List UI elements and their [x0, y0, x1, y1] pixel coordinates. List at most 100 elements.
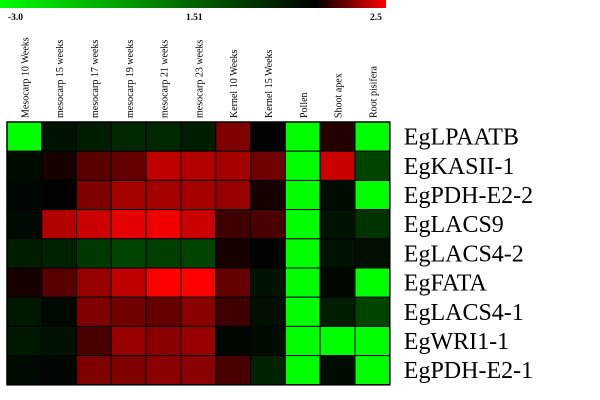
heatmap-cell: [145, 267, 182, 298]
row-label: EgLACS9: [404, 212, 504, 238]
row-labels: EgLPAATB EgKASII-1 EgPDH-E2-2 EgLACS9 EgLACS…: [404, 125, 533, 385]
heatmap-cell: [215, 296, 252, 327]
column-label: Kernel 15 Weeks: [264, 49, 275, 118]
heatmap-cell: [110, 238, 147, 269]
heatmap-cell: [215, 325, 252, 357]
heatmap-cell: [6, 267, 43, 298]
heatmap-cell: [319, 121, 356, 152]
row-label: EgPDH-E2-2: [404, 183, 533, 209]
heatmap-cell: [76, 355, 112, 386]
heatmap-cell: [319, 238, 356, 269]
heatmap-cell: [6, 355, 43, 386]
heatmap-cell: [41, 267, 78, 298]
heatmap-cell: [76, 238, 112, 269]
heatmap-cell: [76, 267, 112, 298]
heatmap-cell: [319, 209, 356, 240]
column-label: mesocarp 19 weeks: [125, 40, 136, 118]
heatmap-cell: [215, 267, 252, 298]
heatmap-cell: [354, 355, 391, 386]
heatmap-cell: [250, 179, 286, 211]
column-labels: Mesocarp 10 Weeks mesocarp 15 weeks mesoca…: [20, 37, 379, 118]
heatmap-cell: [76, 296, 112, 327]
heatmap-cell: [41, 296, 78, 327]
heatmap-cell: [76, 209, 112, 240]
heatmap-cell: [41, 150, 78, 181]
heatmap-cell: [354, 121, 391, 152]
row-label: EgWRI1-1: [404, 329, 509, 355]
colorbar-max-label: 2.5: [370, 13, 382, 23]
heatmap-cell: [76, 121, 112, 152]
heatmap-cell: [180, 179, 217, 211]
heatmap-cell: [110, 150, 147, 181]
heatmap-cell: [41, 179, 78, 211]
heatmap-cell: [215, 150, 252, 181]
heatmap-cell: [41, 238, 78, 269]
heatmap-cell: [110, 209, 147, 240]
heatmap-cell: [180, 267, 217, 298]
heatmap-cell: [145, 296, 182, 327]
heatmap-cell: [250, 121, 286, 152]
heatmap-cell: [41, 325, 78, 357]
heatmap-cell: [250, 296, 286, 327]
heatmap-cell: [284, 267, 321, 298]
column-label: mesocarp 15 weeks: [55, 40, 66, 118]
heatmap-cells: [6, 121, 391, 386]
heatmap-cell: [284, 150, 321, 181]
column-label: Mesocarp 10 Weeks: [20, 37, 31, 118]
heatmap-cell: [6, 121, 43, 152]
heatmap-cell: [319, 150, 356, 181]
heatmap-cell: [110, 179, 147, 211]
heatmap-cell: [76, 179, 112, 211]
heatmap-cell: [145, 325, 182, 357]
heatmap-cell: [319, 355, 356, 386]
heatmap-cell: [284, 238, 321, 269]
heatmap-cell: [354, 267, 391, 298]
heatmap-cell: [180, 355, 217, 386]
heatmap-cell: [215, 179, 252, 211]
heatmap-cell: [180, 121, 217, 152]
column-label: Root pisifera: [368, 66, 379, 118]
heatmap-cell: [180, 325, 217, 357]
heatmap-cell: [284, 121, 321, 152]
heatmap-cell: [215, 209, 252, 240]
heatmap-cell: [76, 325, 112, 357]
heatmap-cell: [354, 209, 391, 240]
heatmap-cell: [180, 238, 217, 269]
heatmap-cell: [41, 209, 78, 240]
heatmap-cell: [215, 238, 252, 269]
heatmap-cell: [6, 179, 43, 211]
row-label: EgKASII-1: [404, 154, 515, 180]
row-label: EgFATA: [404, 271, 488, 297]
column-label: mesocarp 21 weeks: [160, 40, 171, 118]
colorbar-min-label: -3.0: [8, 13, 23, 23]
heatmap-cell: [250, 267, 286, 298]
heatmap-cell: [110, 121, 147, 152]
heatmap-cell: [6, 296, 43, 327]
heatmap-cell: [354, 150, 391, 181]
heatmap-cell: [284, 325, 321, 357]
heatmap-cell: [110, 296, 147, 327]
heatmap-cell: [180, 209, 217, 240]
heatmap-cell: [250, 238, 286, 269]
heatmap-cell: [41, 121, 78, 152]
heatmap-cell: [6, 325, 43, 357]
colorbar: [0, 0, 386, 8]
heatmap-cell: [319, 267, 356, 298]
heatmap-cell: [145, 121, 182, 152]
heatmap-cell: [6, 150, 43, 181]
column-label: Pollen: [299, 92, 310, 118]
heatmap-cell: [319, 325, 356, 357]
heatmap-cell: [145, 209, 182, 240]
heatmap-cell: [284, 355, 321, 386]
column-label: Kernel 10 Weeks: [229, 49, 240, 118]
heatmap-cell: [354, 296, 391, 327]
heatmap-cell: [354, 325, 391, 357]
heatmap-cell: [110, 267, 147, 298]
heatmap-cell: [215, 121, 252, 152]
heatmap-cell: [250, 355, 286, 386]
heatmap-cell: [180, 150, 217, 181]
heatmap-cell: [284, 296, 321, 327]
heatmap-cell: [180, 296, 217, 327]
heatmap-cell: [319, 179, 356, 211]
